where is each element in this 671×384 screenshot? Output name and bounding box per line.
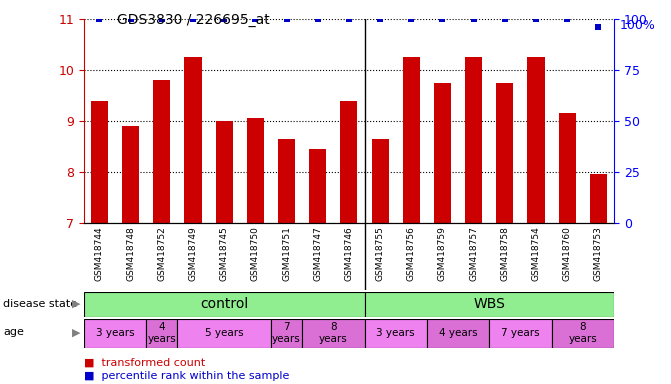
Bar <box>215 121 233 223</box>
Text: 3 years: 3 years <box>376 328 415 338</box>
Text: GSM418751: GSM418751 <box>282 226 291 281</box>
Point <box>531 16 541 22</box>
Text: GDS3830 / 226695_at: GDS3830 / 226695_at <box>117 13 270 27</box>
Text: ■  transformed count: ■ transformed count <box>84 358 205 368</box>
Bar <box>403 57 420 223</box>
Point <box>406 16 417 22</box>
Point <box>344 16 354 22</box>
Text: GSM418758: GSM418758 <box>501 226 509 281</box>
Bar <box>146 319 177 348</box>
Bar <box>489 319 552 348</box>
Text: GSM418750: GSM418750 <box>251 226 260 281</box>
Point <box>468 16 479 22</box>
Bar <box>84 319 146 348</box>
Bar <box>364 292 614 317</box>
Text: GSM418760: GSM418760 <box>563 226 572 281</box>
Bar <box>247 118 264 223</box>
Text: GSM418755: GSM418755 <box>376 226 384 281</box>
Bar <box>185 57 201 223</box>
Text: 4
years: 4 years <box>148 322 176 344</box>
Bar <box>427 319 489 348</box>
Text: GSM418752: GSM418752 <box>157 226 166 281</box>
Point <box>219 16 229 22</box>
Bar <box>364 319 427 348</box>
Point <box>188 16 199 22</box>
Bar <box>559 113 576 223</box>
Text: GSM418744: GSM418744 <box>95 226 104 281</box>
Point <box>281 16 292 22</box>
Bar <box>177 319 271 348</box>
Text: 7 years: 7 years <box>501 328 539 338</box>
Point <box>250 16 261 22</box>
Text: ▶: ▶ <box>72 327 81 337</box>
Point <box>437 16 448 22</box>
Text: GSM418753: GSM418753 <box>594 226 603 281</box>
Text: GSM418748: GSM418748 <box>126 226 135 281</box>
Point <box>313 16 323 22</box>
Point <box>156 16 167 22</box>
Text: WBS: WBS <box>473 297 505 311</box>
Point <box>374 16 385 22</box>
Bar <box>527 57 545 223</box>
Bar <box>497 83 513 223</box>
Bar <box>590 174 607 223</box>
Bar <box>84 292 364 317</box>
Text: 100%: 100% <box>619 19 655 32</box>
Bar <box>122 126 139 223</box>
Point <box>499 16 510 22</box>
Text: 3 years: 3 years <box>96 328 134 338</box>
Text: 5 years: 5 years <box>205 328 244 338</box>
Text: GSM418757: GSM418757 <box>469 226 478 281</box>
Bar <box>465 57 482 223</box>
Text: GSM418747: GSM418747 <box>313 226 322 281</box>
Text: 7
years: 7 years <box>272 322 301 344</box>
Bar <box>91 101 108 223</box>
Bar <box>340 101 358 223</box>
Text: GSM418759: GSM418759 <box>438 226 447 281</box>
Bar <box>302 319 364 348</box>
Text: ■  percentile rank within the sample: ■ percentile rank within the sample <box>84 371 289 381</box>
Point <box>94 16 105 22</box>
Bar <box>552 319 614 348</box>
Text: 8
years: 8 years <box>319 322 348 344</box>
Bar <box>372 139 389 223</box>
Point <box>125 16 136 22</box>
Text: age: age <box>3 327 24 337</box>
Text: ▶: ▶ <box>72 299 81 309</box>
Bar <box>153 80 170 223</box>
Bar <box>434 83 451 223</box>
Text: GSM418749: GSM418749 <box>189 226 197 281</box>
Text: GSM418756: GSM418756 <box>407 226 416 281</box>
Text: 4 years: 4 years <box>439 328 477 338</box>
Bar <box>278 139 295 223</box>
Bar <box>271 319 302 348</box>
Point <box>593 24 604 30</box>
Text: GSM418745: GSM418745 <box>219 226 229 281</box>
Text: GSM418754: GSM418754 <box>531 226 541 281</box>
Bar <box>309 149 326 223</box>
Text: disease state: disease state <box>3 299 77 309</box>
Text: 8
years: 8 years <box>568 322 597 344</box>
Point <box>562 16 572 22</box>
Text: control: control <box>200 297 248 311</box>
Text: GSM418746: GSM418746 <box>344 226 354 281</box>
